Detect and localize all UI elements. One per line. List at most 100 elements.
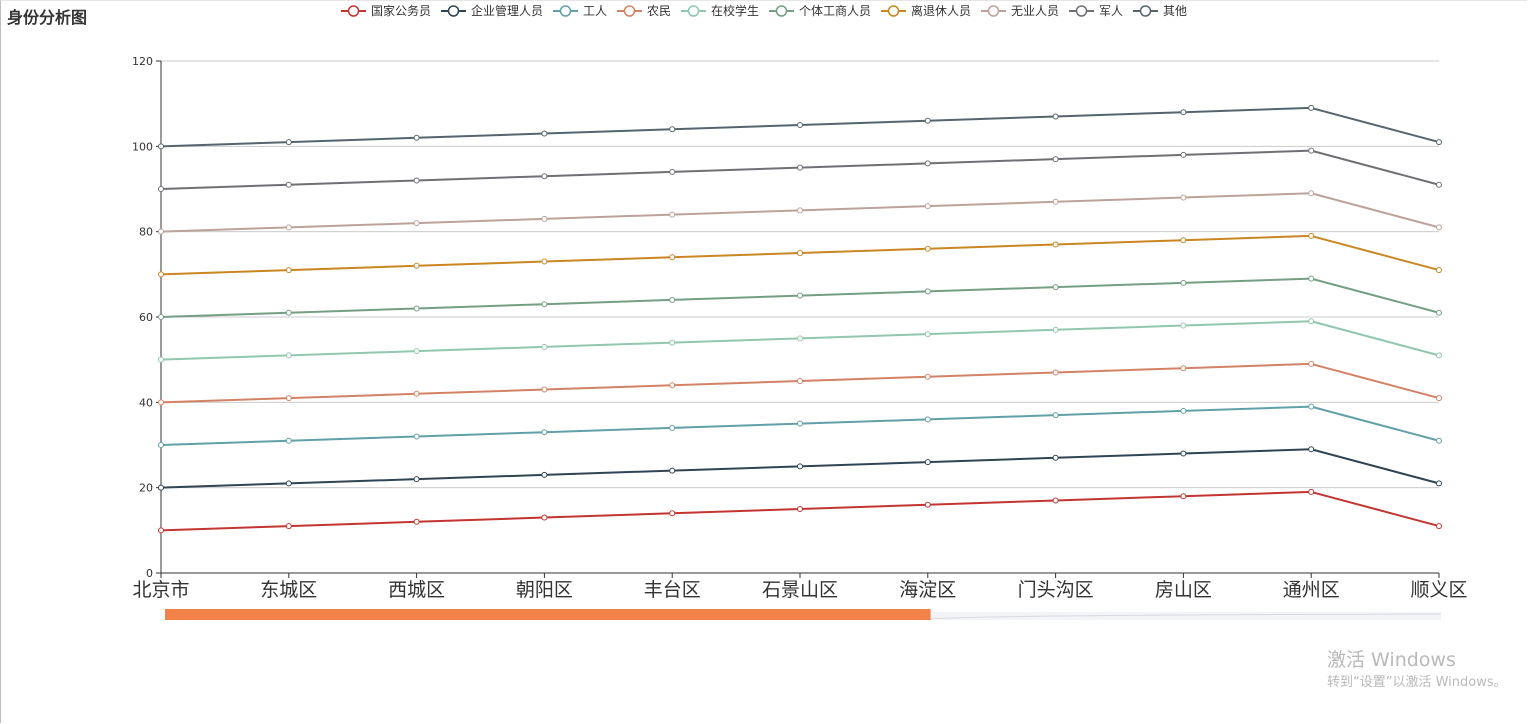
data-point (797, 335, 803, 342)
data-point (1052, 198, 1059, 205)
legend-label: 军人 (1099, 4, 1123, 18)
x-tick-label: 顺义区 (1410, 579, 1467, 601)
legend-swatch-marker (775, 5, 788, 17)
data-point (1052, 412, 1059, 419)
data-point (924, 203, 931, 210)
data-point (1436, 224, 1442, 231)
data-point (541, 301, 548, 308)
data-point (1308, 104, 1315, 111)
legend-item[interactable]: 国家公务员 (340, 3, 431, 18)
data-point (158, 314, 164, 320)
legend-item[interactable]: 农民 (616, 4, 671, 18)
data-point (413, 177, 420, 184)
legend-label: 其他 (1163, 4, 1187, 18)
data-point (413, 262, 420, 269)
data-point (1436, 395, 1442, 402)
data-point (541, 514, 548, 521)
legend-swatch-marker (447, 5, 460, 17)
legend-swatch-marker (1075, 5, 1088, 17)
series-lines (158, 104, 1442, 534)
data-point (1436, 523, 1442, 530)
legend-item[interactable]: 工人 (552, 4, 607, 18)
data-point (1052, 113, 1059, 120)
legend-label: 无业人员 (1011, 4, 1059, 18)
data-point (1308, 190, 1315, 197)
x-tick-label: 北京市 (132, 579, 189, 601)
x-tick-label: 东城区 (260, 579, 317, 601)
data-point (797, 420, 803, 427)
data-point (1052, 241, 1059, 248)
legend-item[interactable]: 企业管理人员 (440, 3, 543, 18)
zoom-selected-range[interactable] (165, 609, 931, 620)
legend-label: 农民 (647, 4, 671, 18)
legend-swatch-marker (687, 5, 700, 17)
legend-item[interactable]: 其他 (1133, 4, 1187, 18)
legend-swatch-marker (347, 5, 360, 17)
series-10 (158, 104, 1442, 150)
series-4 (158, 360, 1442, 406)
data-point (1308, 488, 1315, 495)
data-point (285, 352, 292, 359)
legend-label: 个体工商人员 (799, 3, 871, 18)
data-point (285, 523, 292, 530)
data-point (158, 484, 164, 491)
data-point (285, 181, 292, 188)
data-point (1436, 309, 1442, 316)
series-5 (158, 318, 1442, 363)
data-point (413, 476, 420, 483)
data-point (285, 267, 292, 274)
legend-item[interactable]: 在校学生 (680, 3, 759, 18)
data-point (1052, 156, 1059, 163)
series-3 (158, 403, 1442, 448)
data-point (797, 463, 803, 470)
x-tick-label: 海淀区 (899, 579, 956, 601)
chart-title: 身份分析图 (7, 8, 88, 27)
data-point (1308, 275, 1315, 282)
series-7 (158, 232, 1442, 278)
legend-item[interactable]: 个体工商人员 (769, 3, 871, 18)
data-zoom-slider[interactable] (165, 609, 1442, 620)
data-point (413, 518, 420, 525)
data-point (541, 429, 548, 436)
legend-item[interactable]: 无业人员 (981, 4, 1059, 18)
data-point (1436, 181, 1442, 188)
data-point (669, 296, 676, 303)
series-9 (158, 147, 1442, 192)
data-point (924, 331, 931, 338)
data-point (924, 459, 931, 466)
data-point (924, 416, 931, 423)
y-tick-label: 80 (139, 226, 153, 239)
data-point (797, 378, 803, 384)
data-point (1180, 151, 1187, 158)
data-point (1308, 403, 1315, 410)
data-point (158, 228, 164, 235)
x-tick-label: 通州区 (1283, 579, 1340, 601)
x-tick-label: 房山区 (1155, 579, 1212, 601)
data-point (541, 471, 548, 478)
data-point (1436, 437, 1442, 444)
data-point (1308, 147, 1315, 154)
data-point (1308, 318, 1315, 325)
legend-swatch-marker (887, 5, 900, 17)
data-point (285, 139, 292, 146)
legend-item[interactable]: 军人 (1069, 4, 1123, 18)
y-tick-label: 100 (132, 140, 153, 153)
data-point (158, 442, 164, 448)
data-point (1436, 352, 1442, 359)
zoom-shadow-curve (930, 613, 1442, 620)
data-point (158, 399, 164, 406)
legend-label: 在校学生 (711, 3, 759, 18)
data-point (669, 510, 676, 517)
data-point (669, 382, 676, 389)
data-point (669, 168, 676, 175)
data-point (1180, 322, 1187, 329)
data-point (1436, 267, 1442, 274)
data-point (797, 207, 803, 214)
legend-item[interactable]: 离退休人员 (881, 3, 971, 18)
legend-label: 离退休人员 (911, 3, 971, 18)
data-point (541, 215, 548, 222)
data-point (285, 395, 292, 402)
data-point (1052, 497, 1059, 504)
